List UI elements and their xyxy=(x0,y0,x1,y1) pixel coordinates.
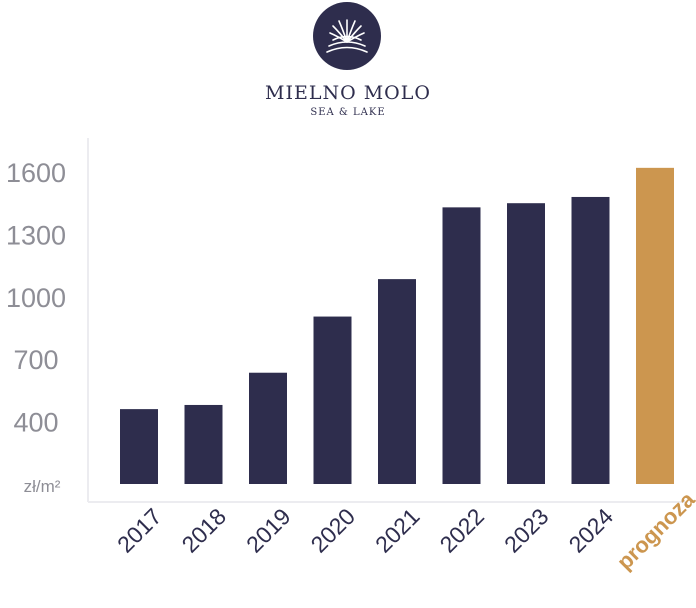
y-tick-label: 1600 xyxy=(6,158,66,188)
brand-logo-icon xyxy=(313,2,381,70)
y-unit-label: zł/m² xyxy=(24,477,61,496)
brand-subtitle: SEA & LAKE xyxy=(310,107,386,118)
bar-2017 xyxy=(120,409,158,484)
y-tick-label: 700 xyxy=(13,345,58,375)
x-tick-label: 2022 xyxy=(435,503,490,558)
x-tick-label: prognoza xyxy=(612,486,696,574)
bar-2018 xyxy=(184,404,223,484)
x-tick-label: 2023 xyxy=(499,503,554,558)
bar-2024 xyxy=(571,196,610,484)
bars xyxy=(120,167,674,485)
brand-name: MIELNO MOLO xyxy=(265,82,431,104)
bar-2023 xyxy=(507,203,545,484)
chart-frame xyxy=(87,138,688,503)
x-tick-label: 2021 xyxy=(370,503,425,558)
x-tick-label: 2019 xyxy=(241,503,296,558)
x-tick-label: 2018 xyxy=(177,503,232,558)
bar-2020 xyxy=(313,316,352,484)
x-tick-label: 2017 xyxy=(112,503,167,558)
y-tick-label: 1000 xyxy=(6,283,66,313)
x-tick-label: 2020 xyxy=(306,503,361,558)
y-tick-label: 1300 xyxy=(6,220,66,250)
bar-2021 xyxy=(378,279,416,484)
x-tick-label: 2024 xyxy=(564,503,619,558)
y-tick-label: 400 xyxy=(13,408,58,438)
bar-2019 xyxy=(249,372,287,484)
bar-2022 xyxy=(442,207,481,485)
y-axis-ticks: 1600 1300 1000 700 400 zł/m² xyxy=(6,158,66,496)
bar-forecast xyxy=(636,167,674,484)
brand-header: MIELNO MOLO SEA & LAKE xyxy=(0,0,696,130)
